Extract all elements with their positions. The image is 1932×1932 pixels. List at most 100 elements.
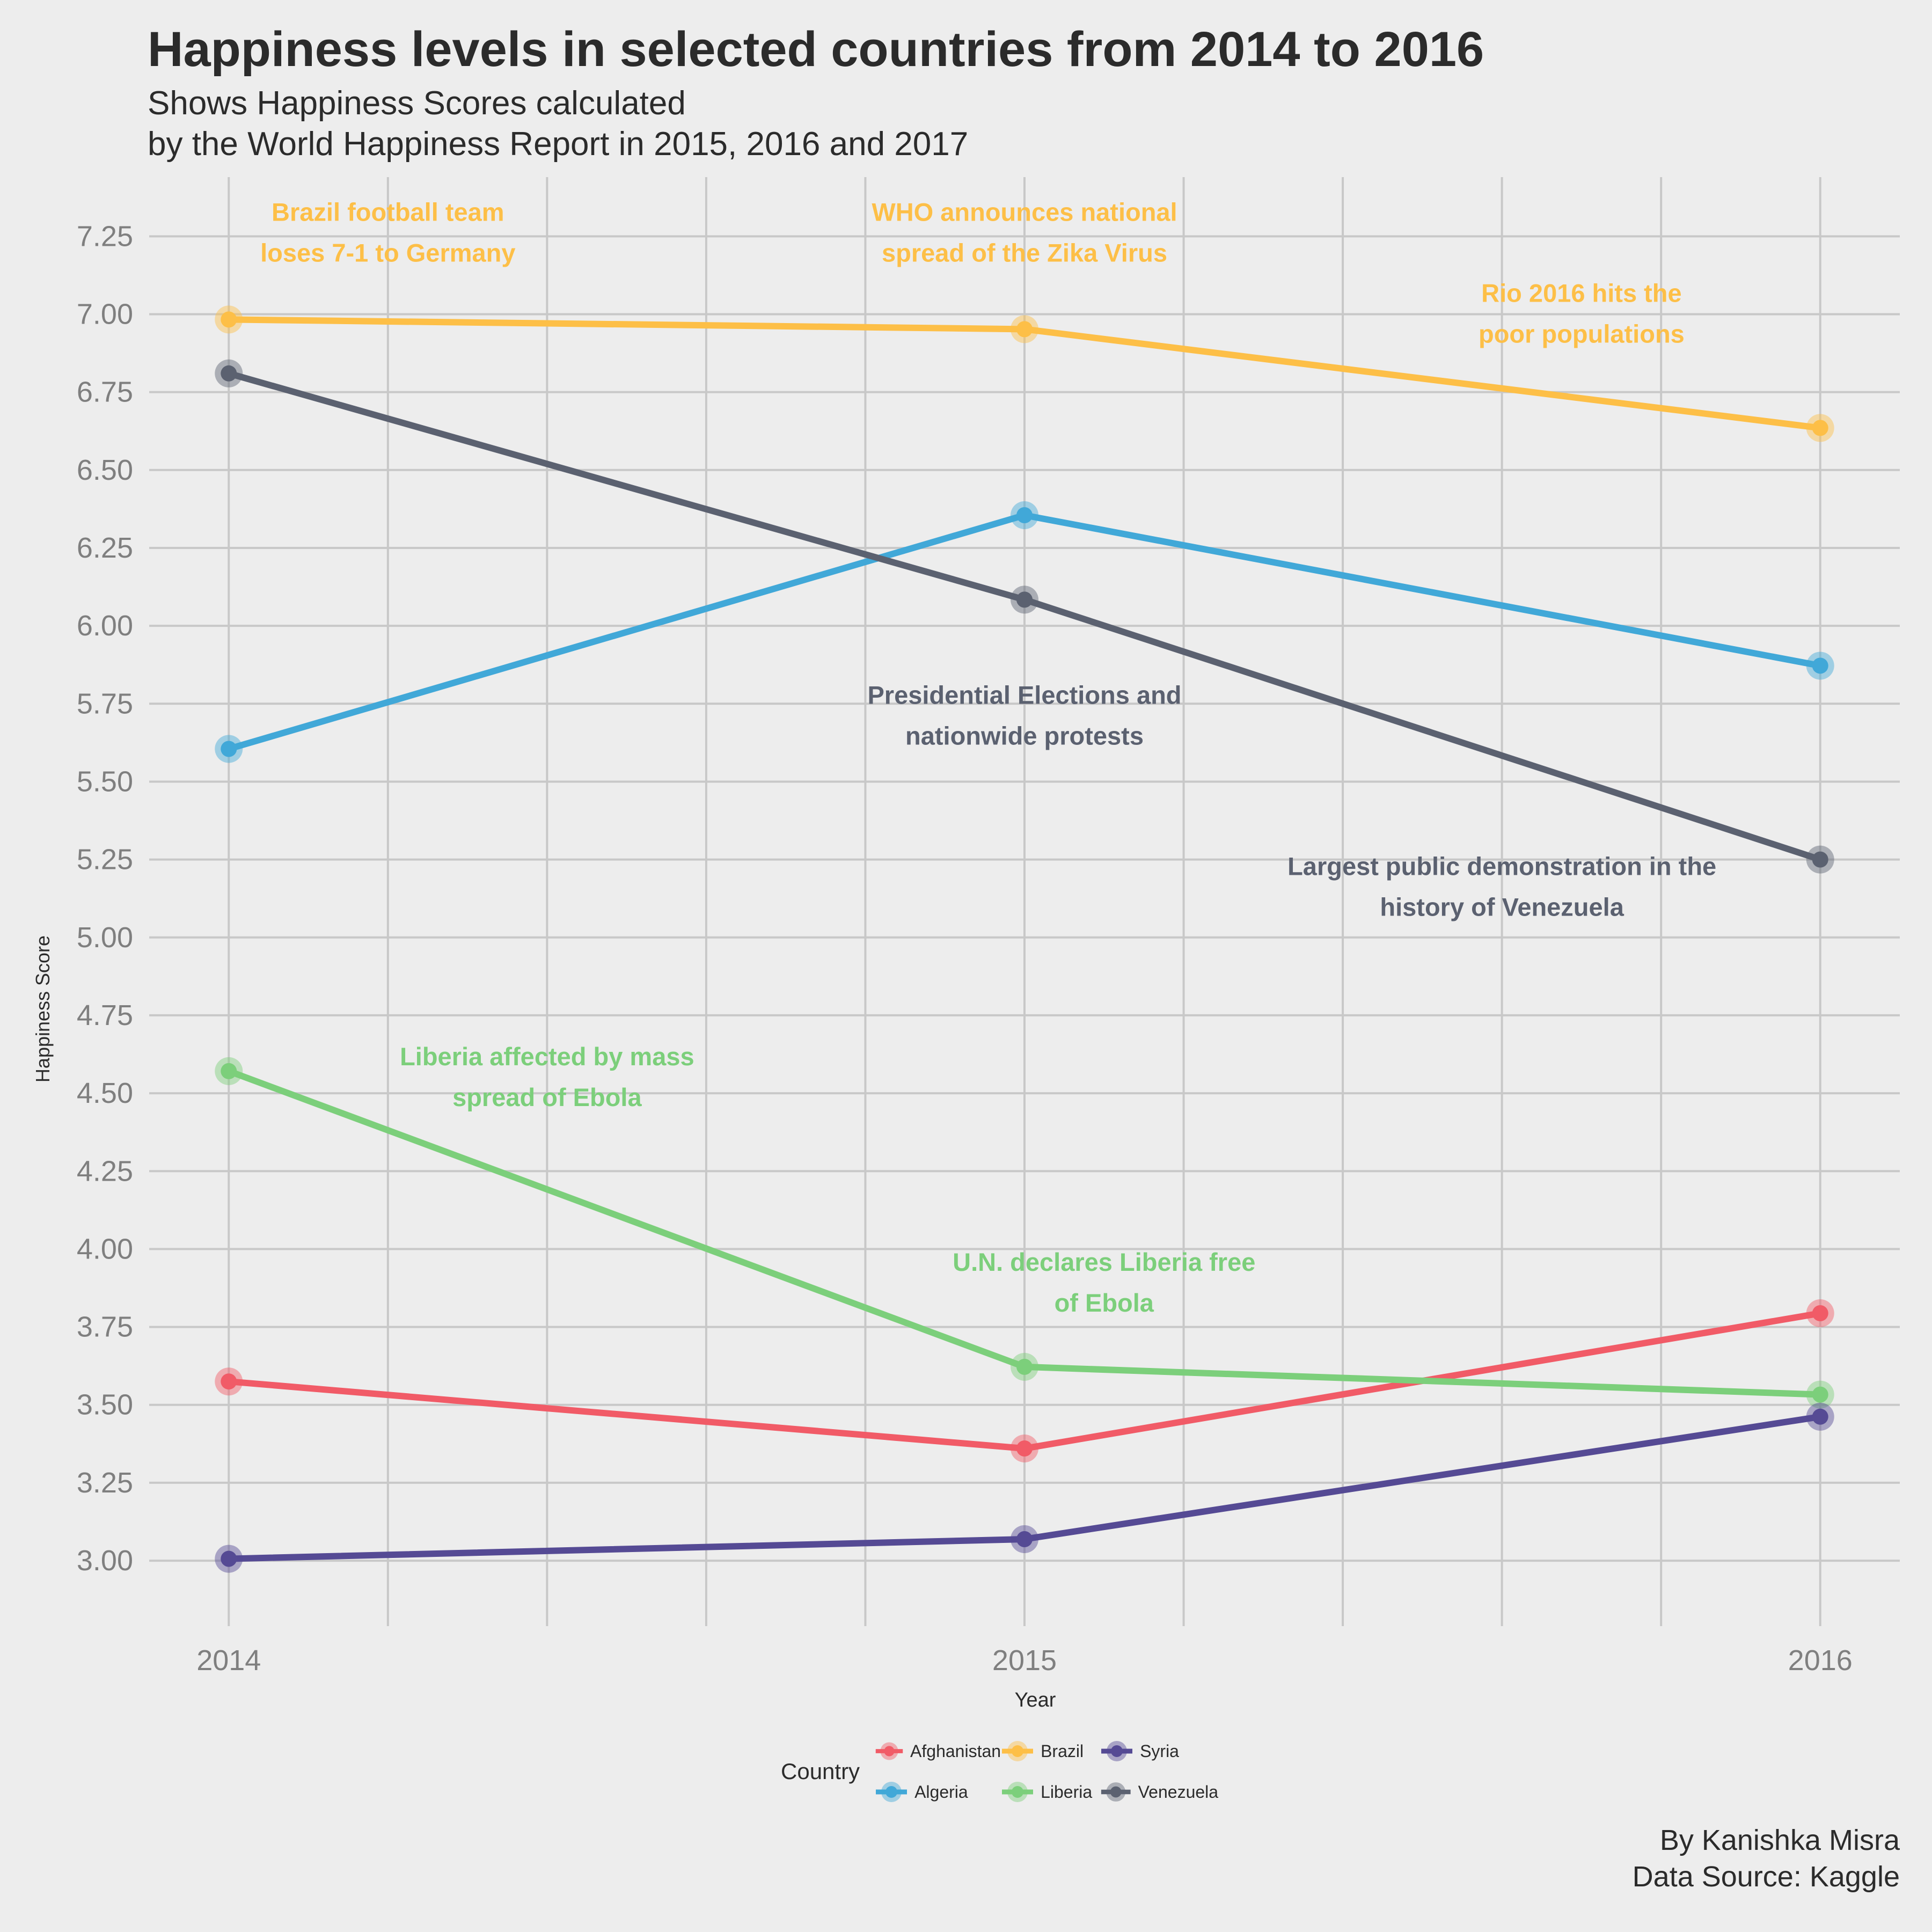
data-point bbox=[221, 1063, 237, 1079]
annotation-label: Presidential Elections and nationwide pro… bbox=[867, 680, 1181, 750]
subtitle-line-2: by the World Happiness Report in 2015, 2… bbox=[148, 126, 969, 163]
annotation-label: U.N. declares Liberia free of Ebola bbox=[953, 1248, 1255, 1317]
y-axis-title: Happiness Score bbox=[32, 935, 54, 1082]
annotation-line: nationwide protests bbox=[905, 721, 1144, 750]
y-tick-label: 7.25 bbox=[77, 220, 133, 252]
legend-key bbox=[876, 1782, 908, 1802]
legend-key bbox=[1002, 1782, 1034, 1802]
data-point bbox=[221, 1550, 237, 1567]
data-point bbox=[1016, 507, 1033, 523]
data-point bbox=[1812, 851, 1828, 868]
series-lines bbox=[215, 305, 1834, 1573]
y-tick-label: 6.00 bbox=[77, 610, 133, 642]
y-tick-label: 5.25 bbox=[77, 844, 133, 876]
y-tick-label: 3.25 bbox=[77, 1467, 133, 1499]
legend-key bbox=[1002, 1741, 1034, 1761]
axes: 3.00 3.25 3.50 3.75 4.00 4.25 4.50 4.75 5.00 5.25… bbox=[32, 220, 1853, 1711]
legend-item-afghanistan: Afghanistan bbox=[875, 1731, 1001, 1772]
legend-item-venezuela: Venezuela bbox=[1100, 1772, 1218, 1812]
y-tick-label: 3.75 bbox=[77, 1311, 133, 1343]
data-point bbox=[1812, 1386, 1828, 1403]
legend-key bbox=[1101, 1741, 1133, 1761]
legend-label: Brazil bbox=[1041, 1741, 1084, 1761]
data-point bbox=[221, 1373, 237, 1390]
data-point bbox=[221, 365, 237, 382]
annotation-label: Brazil football team loses 7-1 to Germany bbox=[260, 197, 515, 267]
legend-label: Venezuela bbox=[1138, 1782, 1219, 1802]
legend-key bbox=[875, 1742, 903, 1760]
y-tick-label: 6.50 bbox=[77, 454, 133, 486]
data-point bbox=[1812, 1305, 1828, 1322]
legend-label: Syria bbox=[1140, 1741, 1179, 1761]
legend-item-algeria: Algeria bbox=[875, 1772, 1001, 1812]
series-liberia bbox=[215, 1057, 1834, 1409]
legend-label: Afghanistan bbox=[910, 1741, 1001, 1761]
annotation-line: Presidential Elections and bbox=[867, 680, 1181, 709]
y-tick-label: 4.75 bbox=[77, 999, 133, 1031]
y-tick-label: 4.25 bbox=[77, 1155, 133, 1187]
y-tick-label: 7.00 bbox=[77, 298, 133, 330]
data-point bbox=[1812, 1408, 1828, 1425]
annotation-line: Largest public demonstration in the bbox=[1287, 852, 1716, 881]
caption-source: Data Source: Kaggle bbox=[1632, 1861, 1900, 1893]
annotation-label: WHO announces national spread of the Zika… bbox=[872, 197, 1177, 267]
legend-items: Afghanistan Algeria Brazil Liberia Syria Vene… bbox=[875, 1731, 1218, 1812]
y-tick-label: 3.00 bbox=[77, 1545, 133, 1577]
data-point bbox=[1016, 1531, 1033, 1547]
annotation-line: history of Venezuela bbox=[1380, 893, 1624, 921]
series-afghanistan bbox=[215, 1299, 1834, 1463]
annotation-line: Liberia affected by mass bbox=[400, 1042, 694, 1071]
annotation-line: WHO announces national bbox=[872, 197, 1177, 226]
annotation-label: Largest public demonstration in the histo… bbox=[1287, 852, 1716, 921]
legend-item-brazil: Brazil bbox=[1001, 1731, 1100, 1772]
annotation-line: U.N. declares Liberia free bbox=[953, 1248, 1255, 1276]
caption-author: By Kanishka Misra bbox=[1659, 1824, 1900, 1856]
caption: By Kanishka Misra Data Source: Kaggle bbox=[1633, 1822, 1900, 1895]
series-brazil bbox=[215, 305, 1834, 442]
annotation-line: Rio 2016 hits the bbox=[1481, 279, 1682, 307]
y-tick-label: 4.00 bbox=[77, 1233, 133, 1265]
data-point bbox=[221, 741, 237, 757]
legend: Country Afghanistan Algeria Brazil Liberia S… bbox=[781, 1731, 1218, 1812]
x-tick-label: 2015 bbox=[992, 1644, 1057, 1677]
y-tick-label: 5.50 bbox=[77, 765, 133, 797]
data-point bbox=[1812, 657, 1828, 674]
annotation-line: poor populations bbox=[1479, 319, 1685, 348]
y-tick-label: 3.50 bbox=[77, 1389, 133, 1421]
data-point bbox=[1016, 591, 1033, 608]
legend-label: Algeria bbox=[914, 1782, 968, 1802]
data-point bbox=[1812, 420, 1828, 436]
y-tick-label: 6.75 bbox=[77, 376, 133, 408]
legend-key bbox=[1101, 1782, 1131, 1802]
data-point bbox=[221, 311, 237, 328]
y-tick-label: 5.00 bbox=[77, 921, 133, 954]
grid-lines bbox=[149, 177, 1900, 1626]
y-tick-label: 4.50 bbox=[77, 1077, 133, 1109]
annotation-label: Liberia affected by mass spread of Ebola bbox=[400, 1042, 694, 1111]
legend-title: Country bbox=[781, 1759, 860, 1784]
series-venezuela bbox=[215, 359, 1834, 874]
legend-item-liberia: Liberia bbox=[1001, 1772, 1100, 1812]
annotations: Brazil football team loses 7-1 to Germany… bbox=[260, 197, 1716, 1317]
chart-title: Happiness levels in selected countries f… bbox=[148, 22, 1484, 77]
annotation-line: of Ebola bbox=[1055, 1289, 1154, 1317]
series-syria bbox=[215, 1402, 1834, 1573]
x-tick-label: 2016 bbox=[1788, 1644, 1853, 1677]
annotation-line: Brazil football team bbox=[272, 197, 504, 226]
y-tick-label: 6.25 bbox=[77, 532, 133, 564]
data-point bbox=[1016, 1440, 1033, 1457]
chart-subtitle: Shows Happiness Scores calculated by the… bbox=[148, 83, 968, 165]
subtitle-line-1: Shows Happiness Scores calculated bbox=[148, 85, 686, 122]
annotation-line: spread of Ebola bbox=[452, 1083, 642, 1111]
legend-label: Liberia bbox=[1041, 1782, 1093, 1802]
annotation-label: Rio 2016 hits the poor populations bbox=[1479, 279, 1685, 348]
annotation-line: loses 7-1 to Germany bbox=[260, 238, 515, 267]
x-tick-label: 2014 bbox=[196, 1644, 261, 1677]
series-algeria bbox=[215, 501, 1834, 763]
annotation-line: spread of the Zika Virus bbox=[882, 238, 1167, 267]
data-point bbox=[1016, 1358, 1033, 1375]
y-tick-label: 5.75 bbox=[77, 687, 133, 720]
legend-item-syria: Syria bbox=[1100, 1731, 1218, 1772]
data-point bbox=[1016, 321, 1033, 338]
